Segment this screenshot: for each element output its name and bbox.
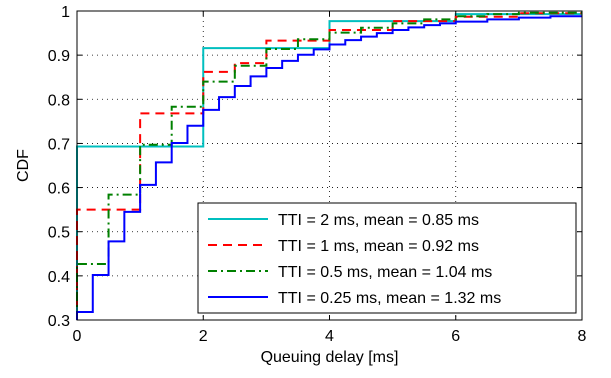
y-tick-label: 0.4 bbox=[48, 269, 70, 286]
y-tick-label: 0.9 bbox=[48, 48, 70, 65]
y-tick-label: 0.8 bbox=[48, 92, 70, 109]
series-line-3 bbox=[76, 11, 582, 320]
y-tick-label: 0.3 bbox=[48, 313, 70, 330]
axis-ticks: 0 2 4 6 8 0.3 0.4 0.5 0.6 0.7 0.8 0.9 1 bbox=[48, 4, 587, 345]
y-tick-label: 0.5 bbox=[48, 225, 70, 242]
series-line-2 bbox=[76, 12, 582, 320]
legend-label: TTI = 0.5 ms, mean = 1.04 ms bbox=[278, 264, 492, 281]
y-tick-label: 0.7 bbox=[48, 136, 70, 153]
y-axis-label: CDF bbox=[15, 149, 32, 182]
series-layer bbox=[76, 11, 582, 320]
y-tick-label: 0.6 bbox=[48, 181, 70, 198]
legend: TTI = 2 ms, mean = 0.85 ms TTI = 1 ms, me… bbox=[197, 202, 577, 314]
legend-label: TTI = 1 ms, mean = 0.92 ms bbox=[278, 238, 479, 255]
x-axis-label: Queuing delay [ms] bbox=[261, 349, 399, 366]
x-tick-label: 2 bbox=[199, 328, 208, 345]
x-tick-label: 4 bbox=[325, 328, 334, 345]
x-tick-label: 0 bbox=[73, 328, 82, 345]
y-tick-label: 1 bbox=[61, 4, 70, 21]
x-tick-label: 8 bbox=[578, 328, 587, 345]
legend-label: TTI = 0.25 ms, mean = 1.32 ms bbox=[278, 290, 501, 307]
legend-box bbox=[197, 202, 577, 314]
x-tick-label: 6 bbox=[451, 328, 460, 345]
legend-label: TTI = 2 ms, mean = 0.85 ms bbox=[278, 212, 479, 229]
series-line-4 bbox=[76, 15, 582, 320]
